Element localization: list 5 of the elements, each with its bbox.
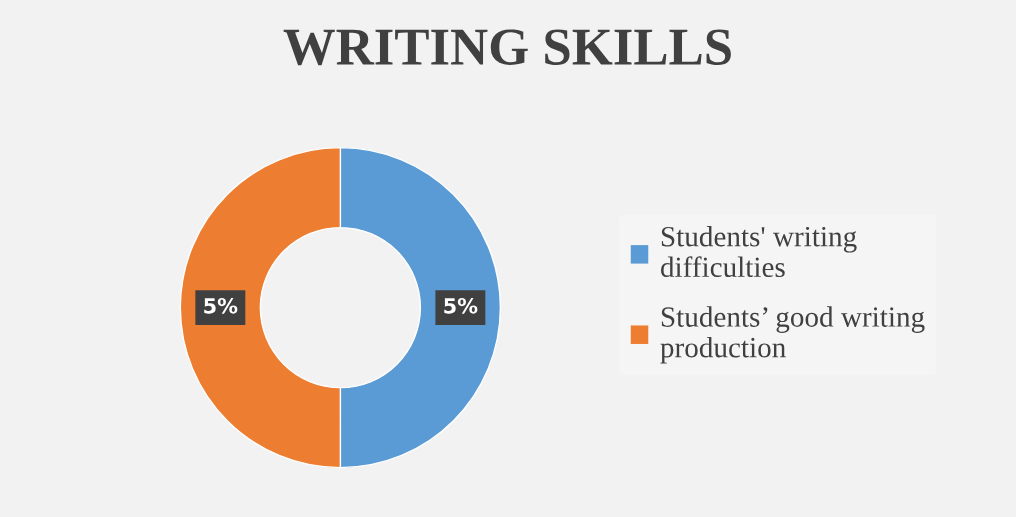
legend-label: Students’ good writing production xyxy=(660,306,925,364)
data-label: 5% xyxy=(204,297,238,314)
data-label: 5% xyxy=(444,297,478,314)
chart-title: WRITING SKILLS xyxy=(283,29,731,66)
legend-label: Students' writing difficulties xyxy=(660,225,857,278)
